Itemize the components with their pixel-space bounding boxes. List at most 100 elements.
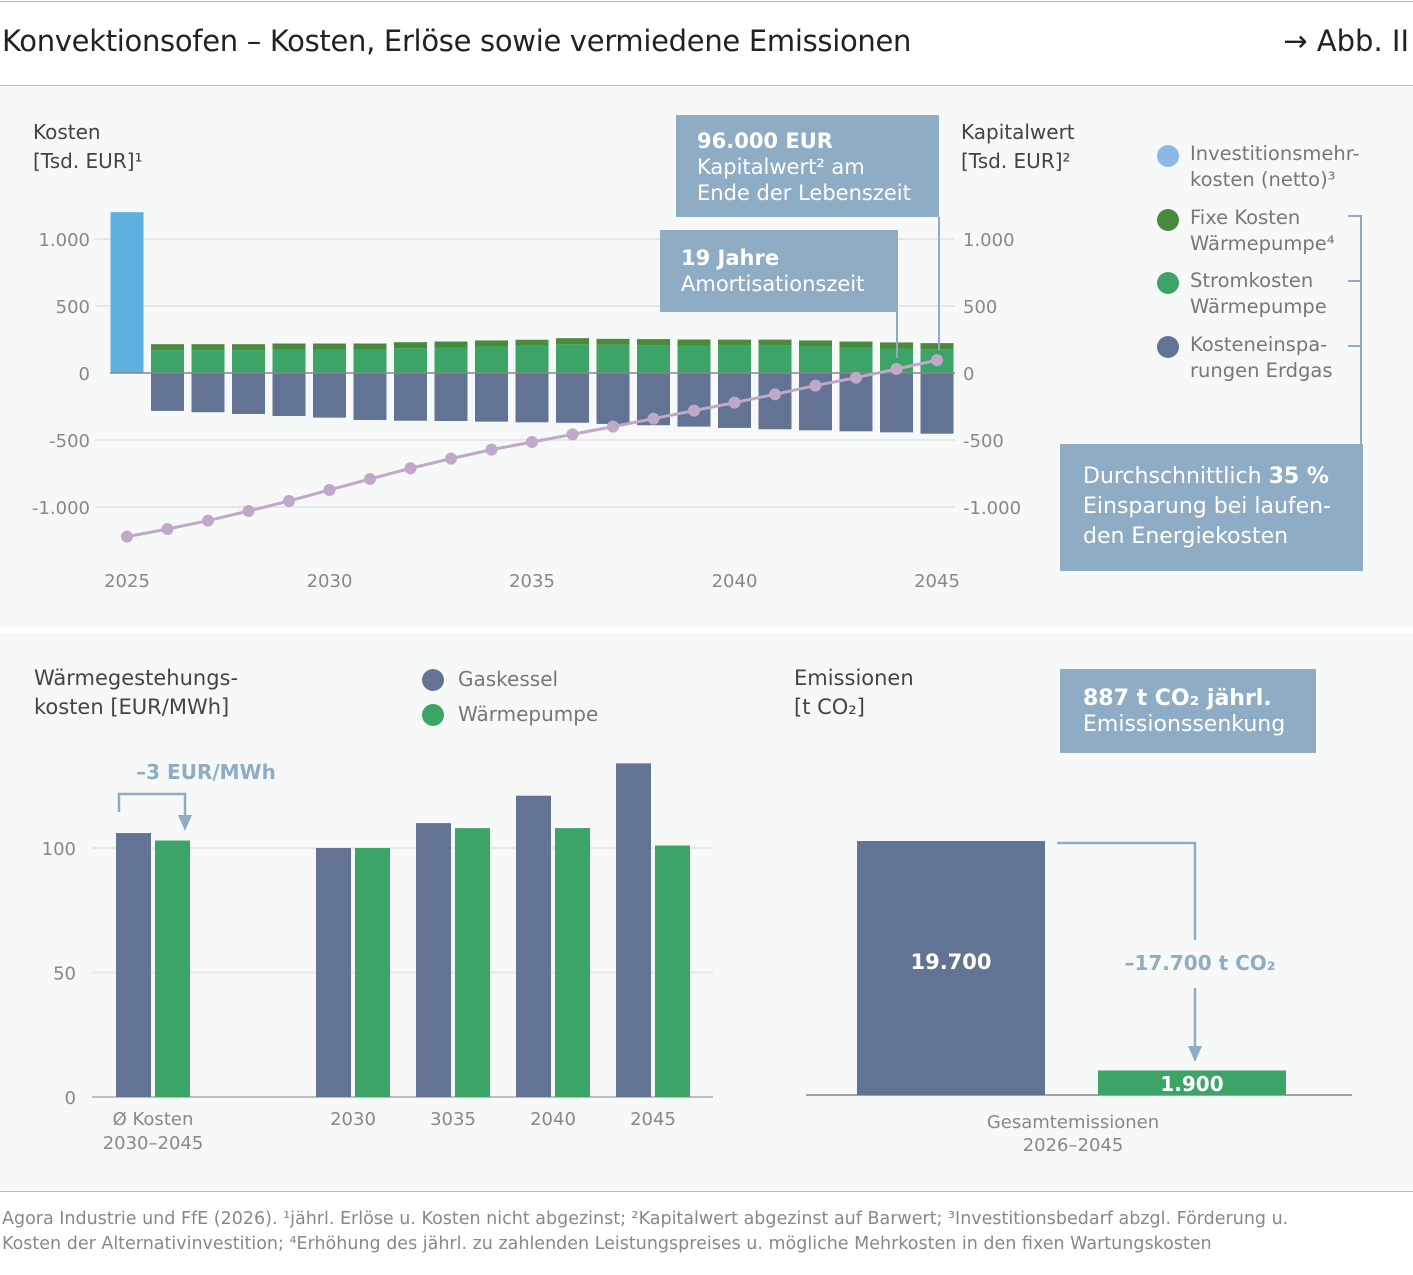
difference-bracket	[117, 792, 187, 815]
bar-savings	[596, 373, 630, 424]
annotation-line: Emissionssenkung	[1083, 712, 1286, 737]
npv-point	[364, 472, 376, 485]
bar-value-label: 19.700	[910, 950, 991, 974]
bar-savings	[556, 373, 589, 423]
legend-item-fix: Fixe Kosten Wärmepumpe⁴	[1190, 205, 1335, 257]
bar-strom	[394, 348, 427, 373]
y-tick: 100	[42, 839, 76, 860]
bar-strom	[839, 347, 873, 373]
reduction-label: –17.700 t CO₂	[1124, 951, 1275, 975]
x-tick: 2040	[712, 571, 758, 592]
bar-savings	[191, 373, 225, 413]
bar-strom	[151, 350, 184, 373]
bar-savings	[920, 373, 954, 434]
footer-rule	[0, 1191, 1413, 1192]
bar-fix	[637, 339, 670, 346]
bar-fix	[313, 343, 346, 350]
y-tick-left: 0	[79, 364, 90, 385]
reduction-connector	[1057, 841, 1197, 940]
arrow-down-icon	[178, 815, 192, 831]
bar-waermepumpe	[455, 828, 490, 1097]
bar-gaskessel	[416, 823, 451, 1097]
npv-point	[566, 428, 579, 441]
y-tick-right: 1.000	[963, 230, 1015, 251]
bar-savings	[677, 373, 711, 427]
bar-strom	[515, 345, 549, 373]
y-tick-left: -500	[49, 431, 90, 452]
y-tick-left: -1.000	[32, 498, 90, 519]
bar-waermepumpe	[155, 840, 190, 1097]
page-title: Konvektionsofen – Kosten, Erlöse sowie v…	[2, 24, 912, 58]
axis-title-line: Kosten	[33, 120, 101, 144]
figure-ref: → Abb. II	[1283, 24, 1409, 58]
y-tick-right: 0	[963, 364, 974, 385]
npv-point	[728, 396, 741, 409]
annotation-line: Kapitalwert² am	[697, 155, 865, 179]
bar-gaskessel	[616, 763, 651, 1097]
difference-label: –3 EUR/MWh	[136, 760, 276, 784]
axis-title-line: [Tsd. EUR]²	[961, 149, 1071, 173]
bar-waermepumpe	[655, 845, 690, 1097]
bar-strom	[191, 350, 225, 373]
y-tick: 50	[53, 964, 76, 985]
annotation-bold: 887 t CO₂ jährl.	[1083, 686, 1272, 711]
bar-fix	[434, 341, 468, 348]
bar-fix	[920, 343, 954, 350]
bar-waermepumpe	[355, 848, 390, 1097]
axis-title-line: [Tsd. EUR]¹	[33, 149, 143, 173]
bar-savings	[515, 373, 549, 423]
bar-strom	[556, 344, 589, 373]
bar-strom	[596, 344, 630, 373]
bar-strom	[475, 346, 508, 373]
npv-point	[607, 420, 619, 433]
y-tick-right: 500	[963, 297, 997, 318]
payback-annotation: 19 Jahre Amortisationszeit	[660, 230, 898, 312]
npv-point	[323, 483, 336, 496]
x-tick: 2030	[307, 571, 353, 592]
npv-point	[769, 388, 781, 401]
legend-item-invest: Investitionsmehr-kosten (netto)³	[1190, 141, 1360, 193]
cost-chart: 1.000 1.000 500 500 0 0 -500 -500 -1.000 -1.000 20…	[32, 212, 1362, 592]
y-tick: 0	[65, 1088, 76, 1109]
bar-invest	[110, 212, 144, 373]
legend-line: Fixe Kosten	[1190, 206, 1301, 229]
npv-point	[485, 443, 498, 456]
bar-strom	[313, 349, 346, 373]
bar-strom	[758, 345, 792, 373]
bar-savings	[475, 373, 508, 422]
npv-point	[283, 494, 295, 507]
x-tick: 2045	[630, 1109, 676, 1130]
bar-savings	[434, 373, 468, 421]
x-tick: 2030–2045	[103, 1133, 204, 1154]
bar-fix	[677, 339, 711, 346]
legend-swatch	[422, 704, 444, 726]
x-tick: 2026–2045	[1023, 1135, 1124, 1156]
emissions-axis-title: Emissionen [t CO₂]	[794, 664, 914, 722]
npv-point	[526, 436, 538, 449]
y-tick-left: 500	[56, 297, 90, 318]
bar-gaskessel	[857, 841, 1045, 1095]
bar-savings	[394, 373, 427, 421]
annotation-line: Einsparung bei laufen-	[1083, 494, 1332, 519]
npv-point	[242, 505, 255, 518]
bar-fix	[191, 344, 225, 351]
legend-item-savings: Kosteneinspa-rungen Erdgas	[1190, 332, 1333, 384]
bar-fix	[799, 340, 832, 347]
bar-strom	[232, 350, 265, 373]
npv-point	[890, 362, 903, 375]
legend-line: rungen Erdgas	[1190, 359, 1333, 382]
bar-strom	[637, 345, 670, 373]
bar-gaskessel	[116, 833, 151, 1097]
legend-swatch	[422, 669, 444, 691]
bar-savings	[353, 373, 387, 421]
y-tick-right: -500	[963, 431, 1004, 452]
bar-fix	[556, 338, 589, 345]
source-footnote: Agora Industrie und FfE (2026). ¹jährl. …	[2, 1207, 1412, 1257]
bar-fix	[232, 344, 265, 351]
legend-item-strom: Stromkosten Wärmepumpe	[1190, 268, 1327, 320]
bar-savings	[232, 373, 265, 415]
emission-reduction-annotation: 887 t CO₂ jährl. Emissionssenkung	[1060, 669, 1316, 753]
legend-line: Kosteneinspa-	[1190, 333, 1328, 356]
bar-savings	[272, 373, 306, 417]
